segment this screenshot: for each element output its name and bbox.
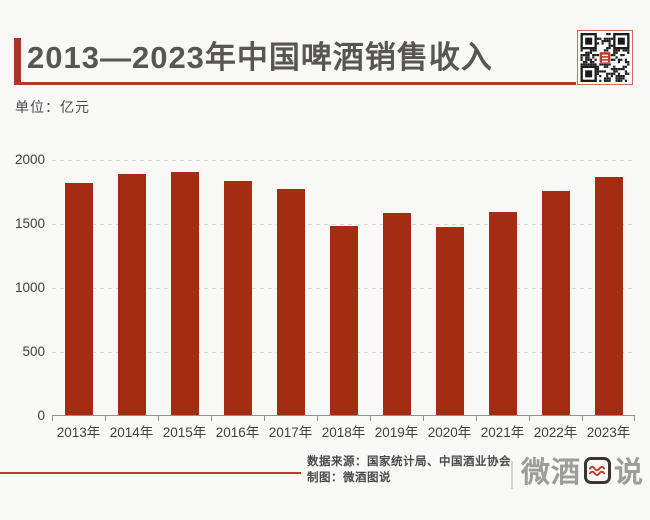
page-title: 2013—2023年中国啤酒销售收入 — [27, 40, 493, 75]
y-tick-label: 2000 — [14, 152, 45, 167]
x-axis-tick — [634, 416, 635, 421]
x-axis-tick — [158, 416, 159, 421]
y-tick-label: 1000 — [14, 280, 45, 295]
x-axis-tick — [423, 416, 424, 421]
title-underline — [14, 82, 576, 85]
qr-code — [577, 30, 633, 85]
x-tick-label: 2023年 — [586, 425, 631, 440]
x-axis-tick — [264, 416, 265, 421]
plot-area — [52, 160, 635, 421]
footer-accent-rule — [0, 472, 301, 474]
logo-wave-box-icon — [584, 456, 612, 484]
gridline-2000 — [52, 160, 635, 161]
y-tick-label: 1500 — [14, 216, 45, 231]
x-axis-tick — [317, 416, 318, 421]
footer-divider — [511, 461, 513, 489]
title-accent-bar — [14, 38, 21, 82]
x-tick-label: 2019年 — [374, 425, 419, 440]
bar-2017年 — [276, 188, 305, 415]
x-axis-tick — [211, 416, 212, 421]
x-tick-label: 2020年 — [427, 425, 472, 440]
y-tick-label: 0 — [37, 408, 45, 423]
x-tick-label: 2017年 — [268, 425, 313, 440]
x-tick-label: 2021年 — [480, 425, 525, 440]
bar-2021年 — [488, 212, 517, 415]
x-axis-tick — [105, 416, 106, 421]
bar-2016年 — [223, 180, 252, 415]
gridline-1500 — [52, 224, 635, 225]
x-axis-tick — [476, 416, 477, 421]
x-axis-tick — [52, 416, 53, 421]
x-axis-tick — [370, 416, 371, 421]
brand-logo: 微酒 说 — [521, 452, 645, 489]
logo-text-suffix: 说 — [614, 457, 645, 489]
bar-2022年 — [541, 190, 570, 415]
bar-2020年 — [435, 226, 464, 415]
bar-2023年 — [594, 176, 623, 415]
bar-2013年 — [64, 182, 93, 415]
bar-2019年 — [382, 212, 411, 415]
qr-pattern-icon — [580, 33, 630, 82]
data-source-line: 数据来源：国家统计局、中国酒业协会 — [307, 456, 511, 468]
logo-text-prefix: 微酒 — [521, 457, 582, 489]
footer-text: 数据来源：国家统计局、中国酒业协会 制图：微酒图说 — [307, 454, 517, 486]
bar-2015年 — [170, 172, 199, 415]
bar-2014年 — [117, 173, 146, 415]
y-tick-label: 500 — [22, 344, 45, 359]
unit-label: 单位：亿元 — [15, 99, 90, 115]
x-tick-label: 2015年 — [162, 425, 207, 440]
logo-wave-icon — [588, 465, 606, 476]
x-tick-label: 2022年 — [533, 425, 578, 440]
x-axis-tick — [582, 416, 583, 421]
bar-2018年 — [329, 226, 358, 415]
x-tick-label: 2014年 — [109, 425, 154, 440]
credit-line: 制图：微酒图说 — [307, 472, 391, 484]
x-tick-label: 2018年 — [321, 425, 366, 440]
x-tick-label: 2016年 — [215, 425, 260, 440]
x-axis-tick — [529, 416, 530, 421]
x-tick-label: 2013年 — [56, 425, 101, 440]
